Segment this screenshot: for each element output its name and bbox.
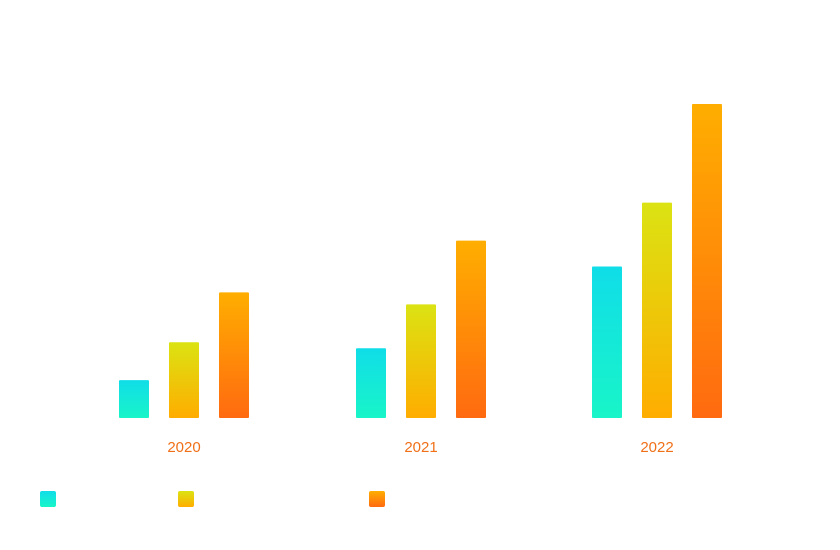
x-tick-label: 2020 xyxy=(167,439,200,456)
bar-2021-series-3 xyxy=(456,240,486,418)
legend xyxy=(40,491,385,507)
legend-swatch-series-1[interactable] xyxy=(40,491,56,507)
bar-2021-series-2 xyxy=(406,304,436,418)
bars-layer xyxy=(119,104,722,418)
legend-swatch-series-2[interactable] xyxy=(178,491,194,507)
bar-2021-series-1 xyxy=(356,348,386,418)
legend-swatch-series-3[interactable] xyxy=(369,491,385,507)
bar-2022-series-1 xyxy=(592,266,622,418)
x-axis-ticks: 2020 2021 2022 xyxy=(167,439,673,456)
bar-2022-series-2 xyxy=(642,202,672,418)
bar-2020-series-2 xyxy=(169,342,199,418)
x-tick-label: 2022 xyxy=(640,439,673,456)
bar-2022-series-3 xyxy=(692,104,722,418)
bar-2020-series-3 xyxy=(219,292,249,418)
bar-2020-series-1 xyxy=(119,380,149,418)
x-tick-label: 2021 xyxy=(404,439,437,456)
